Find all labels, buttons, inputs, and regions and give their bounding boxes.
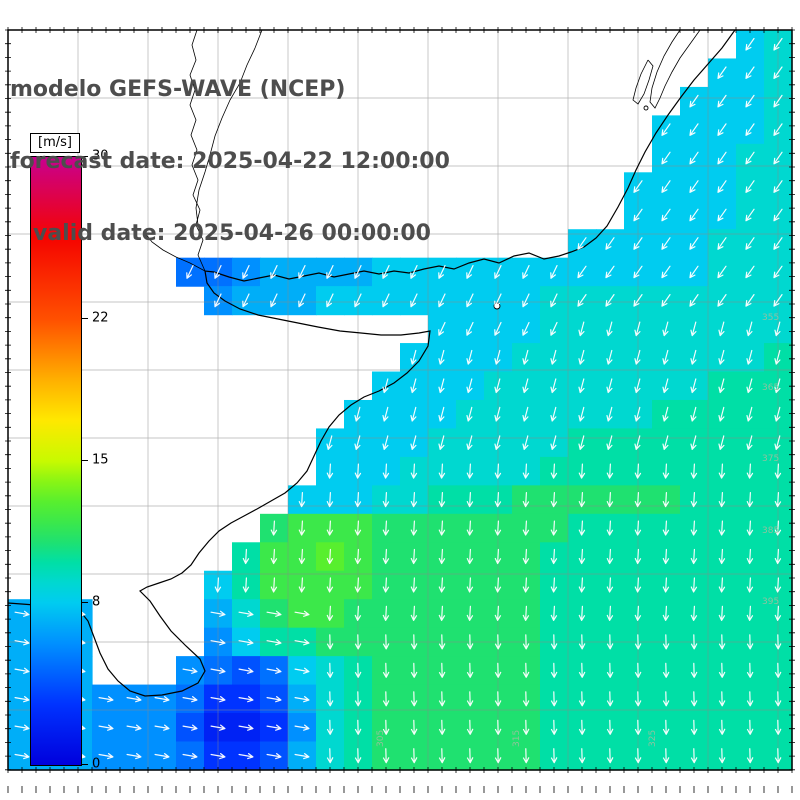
grid-index-label: 375 xyxy=(762,454,779,464)
colorbar-tick-label: 15 xyxy=(92,452,109,468)
colorbar-gradient xyxy=(30,156,82,766)
colorbar-tick xyxy=(82,156,88,157)
valid-date: valid date: 2025-04-26 00:00:00 xyxy=(10,221,431,246)
model-run-header: modelo GEFS-WAVE (NCEP) forecast date: 2… xyxy=(10,30,450,294)
colorbar-tick xyxy=(82,460,88,461)
islet xyxy=(643,105,649,111)
axis-ticks xyxy=(5,27,795,793)
river-line xyxy=(189,29,206,272)
grid-index-label: 305 xyxy=(376,730,386,747)
grid-index-label: 325 xyxy=(648,730,658,747)
colorbar-tick xyxy=(82,764,88,765)
model-name: modelo GEFS-WAVE (NCEP) xyxy=(10,77,346,102)
colorbar-tick-label: 0 xyxy=(92,756,101,772)
coastline-layer xyxy=(7,29,736,697)
river-line xyxy=(195,29,263,226)
colorbar-tick xyxy=(82,601,88,603)
grid-index-label: 385 xyxy=(762,526,779,536)
forecast-date: forecast date: 2025-04-22 12:00:00 xyxy=(10,149,450,174)
colorbar-tick xyxy=(82,318,88,320)
coastline xyxy=(7,29,736,697)
grid-index-label: 365 xyxy=(762,383,779,393)
grid-index-labels: 355 365 375 385 395 305 315 325 xyxy=(376,313,779,747)
colorbar-tick-label: 8 xyxy=(92,594,101,610)
colorbar-tick-label: 30 xyxy=(92,148,109,164)
grid-index-label: 315 xyxy=(512,730,522,747)
lagoon-outline xyxy=(649,29,701,109)
colorbar-tick-label: 22 xyxy=(92,310,109,326)
colorbar-unit-label: [m/s] xyxy=(30,133,80,153)
wave-direction-arrows xyxy=(14,37,783,764)
colorbar: [m/s] 30 22 15 8 0 xyxy=(30,131,160,791)
grid-index-label: 395 xyxy=(762,597,779,607)
grid-index-label: 355 xyxy=(762,313,779,323)
river-line xyxy=(144,232,206,272)
lagoon-outline xyxy=(632,59,654,105)
